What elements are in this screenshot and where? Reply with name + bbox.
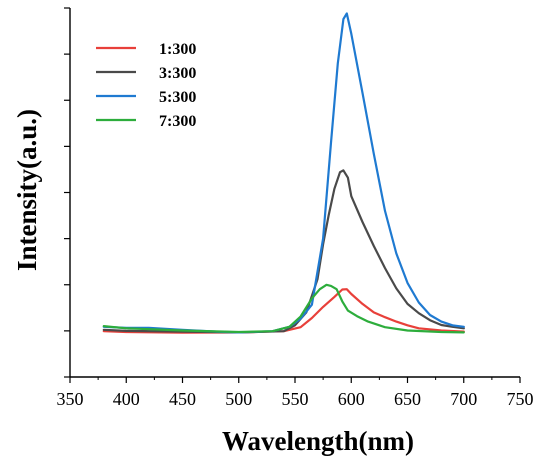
- legend-label: 7:300: [159, 113, 196, 130]
- legend-label: 1:300: [159, 41, 196, 58]
- series-line-5-300: [102, 12, 465, 334]
- x-tick-label: 600: [338, 389, 365, 409]
- y-axis-title: Intensity(a.u.): [12, 109, 42, 271]
- x-tick-label: 650: [394, 389, 421, 409]
- legend: 1:300 3:300 5:300 7:300: [96, 41, 196, 130]
- series-lines: [102, 12, 465, 334]
- x-tick-label: 350: [57, 389, 84, 409]
- x-tick-label: 700: [450, 389, 477, 409]
- x-tick-label: 400: [113, 389, 140, 409]
- x-tick-label: 750: [507, 389, 534, 409]
- y-axis-ticks: [64, 7, 70, 378]
- x-tick-label: 500: [225, 389, 252, 409]
- x-axis-title: Wavelength(nm): [222, 426, 414, 456]
- legend-label: 3:300: [159, 65, 196, 82]
- x-tick-label: 550: [282, 389, 309, 409]
- series-line-1-300: [102, 288, 465, 334]
- legend-label: 5:300: [159, 89, 196, 106]
- series-line-3-300: [102, 169, 465, 334]
- series-line-7-300: [102, 283, 465, 334]
- x-tick-label: 450: [169, 389, 196, 409]
- x-axis-ticks: 350 400 450 500 550 600 650 700 750: [57, 377, 534, 409]
